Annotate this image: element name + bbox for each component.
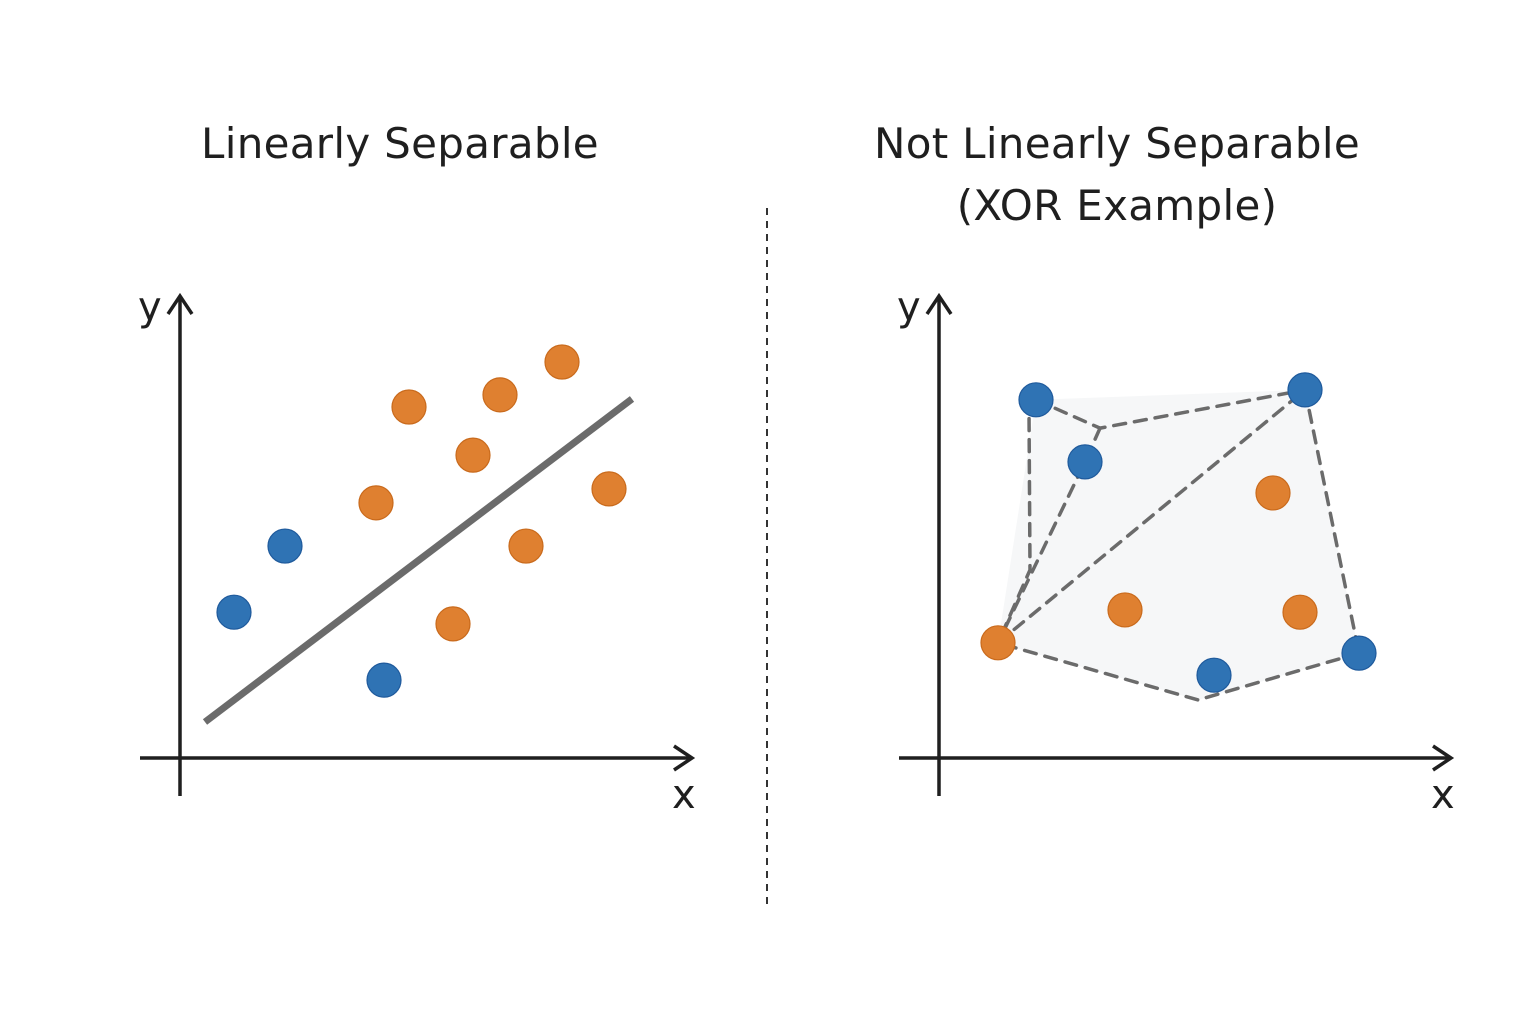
x-axis-label: x	[1431, 772, 1455, 818]
right-title-line-2: (XOR Example)	[956, 181, 1278, 230]
blue-point	[1196, 657, 1232, 693]
y-axis-label: y	[138, 284, 162, 330]
y-axis-arrowhead-icon	[166, 292, 194, 315]
right-scatter-plot: xy	[897, 284, 1455, 818]
decision-boundary-line	[202, 396, 635, 725]
orange-point	[1107, 592, 1143, 628]
dashed-connection	[996, 388, 1307, 645]
x-axis-arrowhead-icon	[1432, 744, 1455, 772]
orange-point	[435, 606, 471, 642]
orange-point	[591, 471, 627, 507]
y-axis-label: y	[897, 284, 921, 330]
orange-point	[544, 344, 580, 380]
orange-point	[482, 377, 518, 413]
orange-point	[358, 485, 394, 521]
orange-point	[1255, 475, 1291, 511]
orange-point	[1282, 594, 1318, 630]
blue-point	[1341, 635, 1377, 671]
dashed-connection	[996, 426, 1102, 645]
orange-point	[455, 437, 491, 473]
orange-point	[391, 389, 427, 425]
y-axis-arrowhead-icon	[925, 292, 953, 315]
blue-point	[1018, 382, 1054, 418]
blue-point	[267, 528, 303, 564]
x-axis-label: x	[672, 772, 696, 818]
blue-point	[216, 594, 252, 630]
dashed-connection	[1303, 388, 1361, 655]
left-scatter-plot: xy	[138, 284, 696, 818]
orange-point	[980, 625, 1016, 661]
right-title-line-1: Not Linearly Separable	[873, 119, 1360, 168]
dashed-connection	[996, 641, 1361, 702]
blue-point	[1067, 444, 1103, 480]
blue-point	[1287, 372, 1323, 408]
x-axis-arrowhead-icon	[673, 744, 696, 772]
shaded-region	[998, 389, 1359, 700]
right-chart-title: Not Linearly Separable (XOR Example)	[817, 113, 1417, 237]
blue-point	[366, 662, 402, 698]
orange-point	[508, 528, 544, 564]
left-chart-title: Linearly Separable	[201, 119, 599, 168]
